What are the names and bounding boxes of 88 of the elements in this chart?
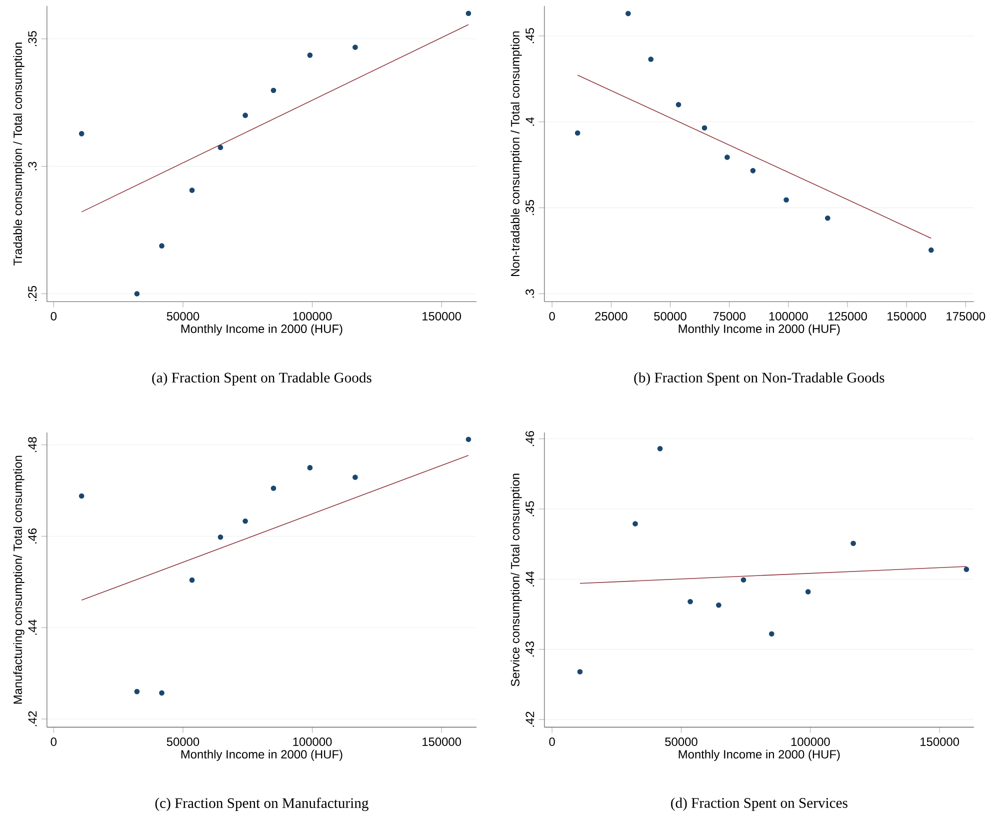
y-tick-label: .35	[526, 200, 534, 215]
point	[189, 188, 195, 193]
x-axis-title: Monthly Income in 2000 (HUF)	[181, 324, 342, 336]
point	[159, 690, 164, 696]
y-tick-label: .43	[526, 641, 534, 656]
point	[466, 10, 472, 16]
x-tick-label: 150000	[888, 312, 926, 320]
point	[740, 577, 746, 582]
y-axis-title: Manufacturing consumption/ Total consumption	[13, 456, 24, 704]
y-tick-label: .4	[526, 117, 534, 126]
y-tick-label: .44	[526, 571, 534, 586]
point	[676, 102, 682, 108]
x-tick-label: 50000	[665, 737, 698, 746]
x-tick-label: 25000	[595, 312, 628, 320]
point	[218, 534, 224, 540]
point	[134, 291, 140, 296]
point	[189, 577, 195, 583]
x-axis-title: Monthly Income in 2000 (HUF)	[678, 750, 840, 761]
point	[688, 598, 693, 604]
x-tick-label: 150000	[422, 312, 462, 320]
point	[242, 112, 248, 118]
point	[134, 688, 140, 694]
point	[577, 669, 583, 674]
point	[632, 521, 638, 526]
point	[159, 243, 164, 248]
x-tick-label: 50000	[166, 312, 200, 320]
y-tick-label: .44	[28, 620, 37, 635]
point	[270, 88, 276, 93]
y-axis-title: Tradable consumption / Total consumption	[13, 42, 24, 266]
point	[352, 474, 358, 480]
point	[626, 10, 631, 16]
point	[702, 125, 708, 130]
y-tick-label: .3	[28, 162, 37, 170]
x-tick-label: 100000	[293, 312, 332, 320]
y-tick-label: .46	[526, 431, 534, 446]
x-tick-label: 0	[50, 312, 57, 320]
y-tick-label: .35	[28, 31, 37, 46]
x-tick-label: 175000	[946, 312, 986, 320]
point	[648, 56, 654, 62]
y-tick-label: .3	[526, 289, 534, 298]
x-tick-label: 75000	[713, 312, 746, 320]
x-tick-label: 125000	[828, 312, 867, 320]
y-axis-title: Service consumption/ Total consumption	[510, 474, 522, 686]
point	[270, 486, 276, 491]
y-tick-label: .42	[526, 712, 534, 727]
point	[824, 215, 830, 221]
y-tick-label: .45	[526, 501, 534, 516]
y-tick-label: .42	[28, 711, 37, 726]
x-tick-label: 0	[549, 737, 555, 746]
x-axis-title: Monthly Income in 2000 (HUF)	[181, 750, 342, 761]
point	[724, 154, 730, 160]
y-tick-label: .46	[28, 528, 37, 544]
point	[928, 247, 934, 253]
point	[466, 436, 472, 442]
point	[768, 631, 774, 636]
point	[78, 130, 84, 136]
x-tick-label: 100000	[791, 737, 830, 746]
point	[805, 589, 811, 594]
y-tick-label: .45	[526, 28, 534, 44]
point	[850, 540, 856, 546]
point	[574, 130, 580, 136]
point	[716, 602, 722, 608]
point	[307, 52, 313, 58]
x-axis-title: Monthly Income in 2000 (HUF)	[678, 324, 840, 336]
text: (a) Fraction Spent on Tradable Goods	[152, 372, 372, 386]
point	[657, 446, 663, 452]
point	[78, 493, 84, 499]
point	[307, 464, 313, 470]
point	[964, 566, 970, 572]
x-tick-label: 100000	[769, 312, 808, 320]
point	[784, 197, 789, 203]
point	[218, 144, 224, 150]
x-tick-label: 0	[50, 737, 57, 746]
x-tick-label: 0	[549, 312, 555, 320]
x-tick-label: 50000	[166, 737, 200, 746]
x-tick-label: 150000	[422, 737, 462, 746]
x-tick-label: 150000	[920, 737, 960, 746]
x-tick-label: 50000	[654, 312, 686, 320]
text: (b) Fraction Spent on Non-Tradable Goods	[634, 372, 884, 386]
y-tick-label: .48	[28, 437, 37, 452]
y-tick-label: .25	[28, 286, 37, 301]
text: (c) Fraction Spent on Manufacturing	[155, 798, 368, 811]
point	[750, 168, 756, 174]
text: (d) Fraction Spent on Services	[671, 798, 848, 811]
y-axis-title: Non-tradable consumption / Total consumption	[510, 31, 522, 276]
point	[242, 518, 248, 524]
x-tick-label: 100000	[293, 737, 332, 746]
point	[352, 44, 358, 50]
